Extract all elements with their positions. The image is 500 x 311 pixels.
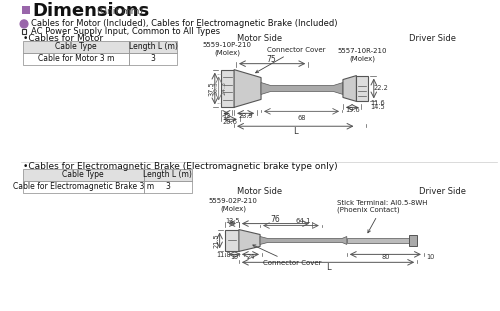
Polygon shape <box>234 70 261 107</box>
Text: AC Power Supply Input, Common to All Types: AC Power Supply Input, Common to All Typ… <box>31 27 220 36</box>
Text: 10: 10 <box>426 254 434 260</box>
Text: 19: 19 <box>230 254 238 260</box>
Text: 20.6: 20.6 <box>223 119 238 125</box>
Text: 19.6: 19.6 <box>345 107 360 114</box>
Text: 80: 80 <box>381 254 390 260</box>
Circle shape <box>20 20 28 28</box>
Text: 30.3: 30.3 <box>214 81 218 95</box>
Text: Cables for Motor (Included), Cables for Electromagnetic Brake (Included): Cables for Motor (Included), Cables for … <box>31 19 338 28</box>
Bar <box>410 235 417 246</box>
Text: 24.3: 24.3 <box>222 81 226 95</box>
Text: (Unit mm): (Unit mm) <box>98 7 143 16</box>
Text: Cable Type: Cable Type <box>62 170 104 179</box>
Polygon shape <box>239 230 260 251</box>
Text: 68: 68 <box>298 115 306 121</box>
Text: 75: 75 <box>267 55 276 64</box>
Text: •Cables for Motor: •Cables for Motor <box>23 34 103 43</box>
Bar <box>220 70 234 107</box>
Polygon shape <box>343 76 356 101</box>
Bar <box>144 169 192 181</box>
Text: •Cables for Electromagnetic Brake (Electromagnetic brake type only): •Cables for Electromagnetic Brake (Elect… <box>23 162 338 171</box>
Text: Dimensions: Dimensions <box>32 2 150 20</box>
Bar <box>23 41 129 53</box>
Bar <box>23 53 129 65</box>
Bar <box>129 53 177 65</box>
Polygon shape <box>261 82 343 95</box>
Text: L: L <box>326 263 330 272</box>
Bar <box>226 230 239 251</box>
Text: Driver Side: Driver Side <box>418 187 466 196</box>
Text: 5559-10P-210
(Molex): 5559-10P-210 (Molex) <box>203 42 252 56</box>
Text: Connector Cover: Connector Cover <box>256 47 326 73</box>
Text: 64.1: 64.1 <box>296 218 312 224</box>
Bar <box>23 181 144 193</box>
Text: Driver Side: Driver Side <box>409 34 456 43</box>
Text: 5557-10R-210
(Molex): 5557-10R-210 (Molex) <box>338 48 387 62</box>
Text: 14.5: 14.5 <box>370 104 384 110</box>
Bar <box>129 41 177 53</box>
Text: 76: 76 <box>270 215 280 224</box>
Text: Cable Type: Cable Type <box>55 42 97 51</box>
Text: 11.8: 11.8 <box>216 252 231 258</box>
Text: 22.2: 22.2 <box>374 86 388 91</box>
Text: Length L (m): Length L (m) <box>143 170 192 179</box>
Text: 3: 3 <box>165 182 170 191</box>
Bar <box>144 181 192 193</box>
Text: Cable for Electromagnetic Brake 3 m: Cable for Electromagnetic Brake 3 m <box>12 182 154 191</box>
Text: 37.5: 37.5 <box>209 81 215 96</box>
Text: Stick Terminal: AI0.5-8WH
(Phoenix Contact): Stick Terminal: AI0.5-8WH (Phoenix Conta… <box>337 200 428 233</box>
Text: 11.6: 11.6 <box>370 100 384 106</box>
Text: Motor Side: Motor Side <box>236 34 282 43</box>
Text: 24: 24 <box>246 254 254 260</box>
Bar <box>23 169 144 181</box>
Text: Motor Side: Motor Side <box>236 187 282 196</box>
Text: Length L (m): Length L (m) <box>128 42 178 51</box>
Bar <box>22 6 30 14</box>
Text: 13.5: 13.5 <box>225 218 240 224</box>
Bar <box>347 238 410 243</box>
Text: 12: 12 <box>222 113 230 119</box>
Text: Cable for Motor 3 m: Cable for Motor 3 m <box>38 54 114 63</box>
Text: 5559-02P-210
(Molex): 5559-02P-210 (Molex) <box>208 198 258 212</box>
Text: 21.5: 21.5 <box>214 233 220 248</box>
Text: L: L <box>293 127 298 136</box>
Bar <box>356 76 368 101</box>
Polygon shape <box>260 236 347 244</box>
Text: 3: 3 <box>150 54 156 63</box>
Text: 23.9: 23.9 <box>238 113 253 119</box>
Text: Connector Cover: Connector Cover <box>253 245 322 266</box>
